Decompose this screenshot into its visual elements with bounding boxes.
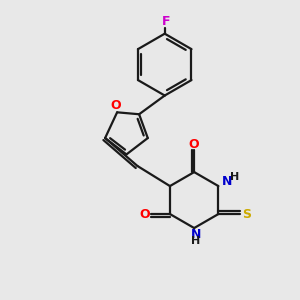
Text: S: S [242, 208, 251, 220]
Text: O: O [189, 138, 200, 151]
Text: H: H [230, 172, 239, 182]
Text: F: F [162, 15, 170, 28]
Text: H: H [191, 236, 200, 246]
Text: O: O [140, 208, 150, 220]
Text: O: O [110, 99, 121, 112]
Text: N: N [221, 175, 232, 188]
Text: N: N [190, 228, 201, 241]
